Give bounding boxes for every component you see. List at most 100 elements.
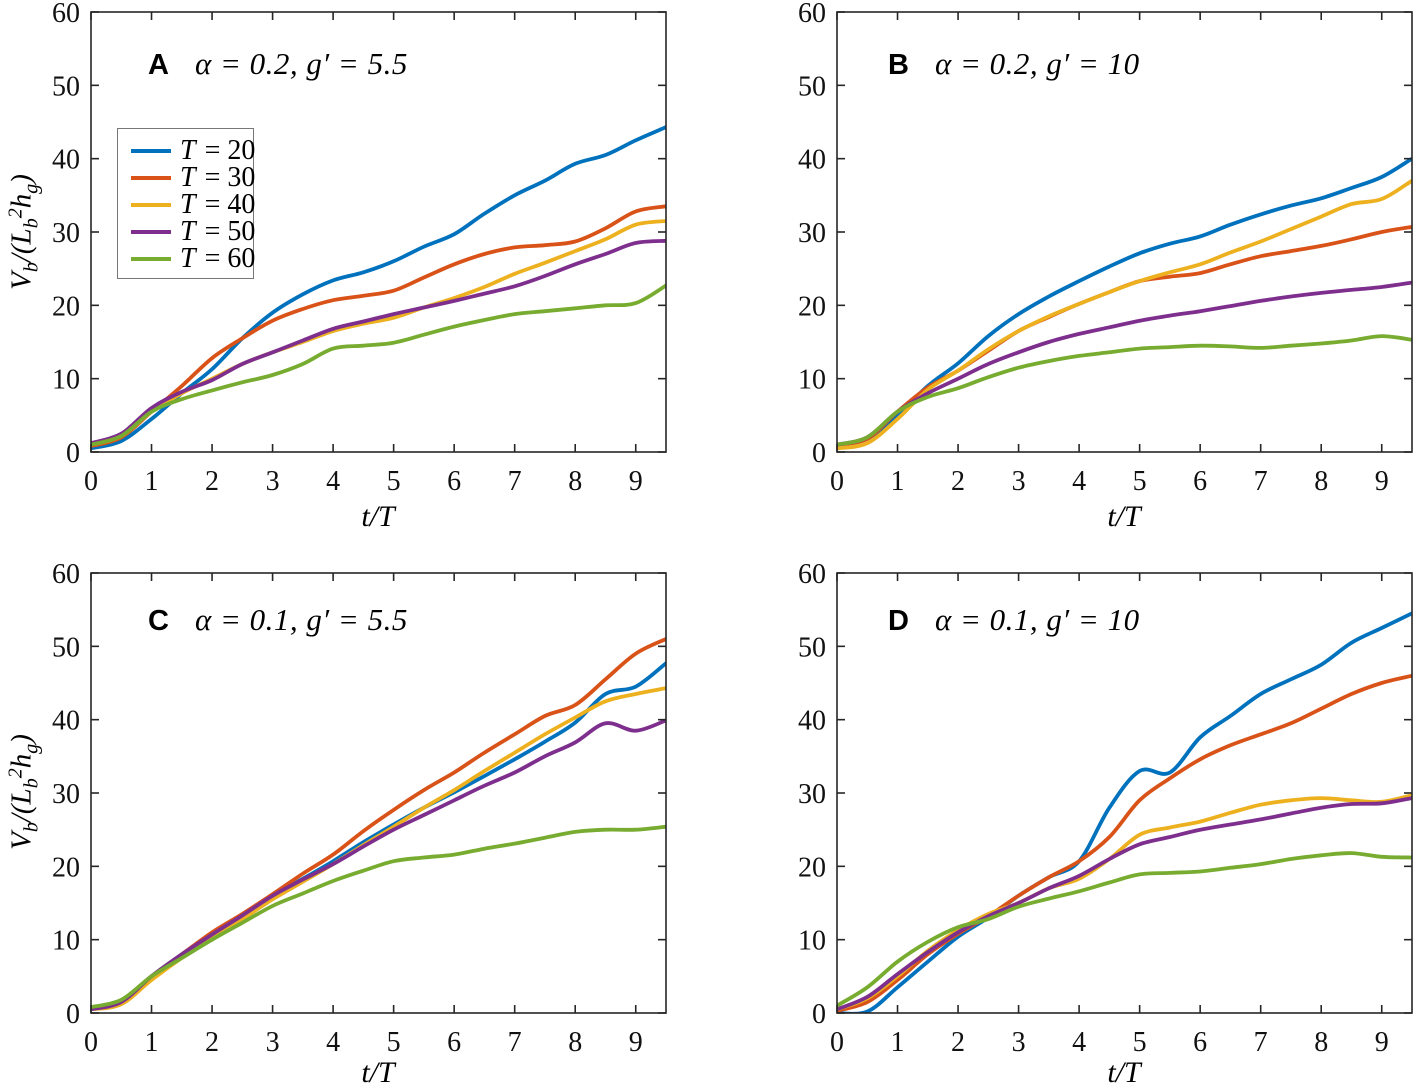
series-line-t50 bbox=[91, 718, 666, 1012]
y-tick-label: 50 bbox=[52, 632, 80, 663]
y-tick-label: 60 bbox=[798, 559, 826, 590]
series-line-t30 bbox=[837, 673, 1412, 1013]
x-tick-label: 3 bbox=[1012, 1027, 1026, 1058]
y-tick-label: 40 bbox=[52, 706, 80, 737]
y-tick-label: 10 bbox=[798, 926, 826, 957]
y-tick-label: 30 bbox=[52, 218, 80, 249]
y-tick-label: 40 bbox=[798, 145, 826, 176]
x-tick-label: 9 bbox=[1375, 1027, 1389, 1058]
panel-a-title: A α = 0.2, g′ = 5.5 bbox=[148, 46, 408, 82]
series-line-t20 bbox=[837, 611, 1412, 1013]
series-line-t40 bbox=[837, 793, 1412, 1012]
legend-line-swatch bbox=[131, 148, 171, 153]
series-line-t50 bbox=[837, 280, 1412, 447]
series-line-t50 bbox=[837, 796, 1412, 1012]
x-axis-label-c: t/T bbox=[361, 1056, 395, 1089]
y-tick-label: 50 bbox=[52, 71, 80, 102]
x-tick-label: 4 bbox=[326, 466, 340, 497]
y-tick-label: 30 bbox=[798, 218, 826, 249]
panel-a-formula: α = 0.2, g′ = 5.5 bbox=[194, 46, 408, 81]
axes-box bbox=[90, 572, 667, 1014]
x-tick-label: 5 bbox=[387, 1027, 401, 1058]
legend-label: T = 60 bbox=[180, 242, 256, 274]
y-tick-label: 60 bbox=[52, 0, 80, 29]
panel-b-letter: B bbox=[888, 49, 909, 81]
series-line-t50 bbox=[91, 238, 666, 446]
x-tick-label: 8 bbox=[568, 1027, 582, 1058]
legend-line-swatch bbox=[131, 202, 171, 207]
x-tick-label: 4 bbox=[1072, 466, 1086, 497]
x-tick-label: 7 bbox=[508, 466, 522, 497]
series-line-t30 bbox=[91, 637, 666, 1012]
x-tick-label: 8 bbox=[568, 466, 582, 497]
x-tick-label: 5 bbox=[1133, 466, 1147, 497]
y-tick-label: 0 bbox=[812, 999, 826, 1030]
series-line-t20 bbox=[837, 156, 1412, 447]
panel-d: 0 1 2 3 4 5 6 7 8 9 0 10 20 30 40 50 60 bbox=[798, 559, 1413, 1058]
x-tick-label: 8 bbox=[1314, 1027, 1328, 1058]
panel-b-title: B α = 0.2, g′ = 10 bbox=[888, 46, 1140, 82]
legend-item-t50: T = 50 bbox=[131, 216, 255, 247]
panel-c-formula: α = 0.1, g′ = 5.5 bbox=[194, 602, 408, 637]
series-line-t60 bbox=[837, 334, 1412, 447]
x-tick-label: 0 bbox=[84, 466, 98, 497]
panel-c-title: C α = 0.1, g′ = 5.5 bbox=[148, 602, 408, 638]
x-tick-label: 1 bbox=[891, 466, 905, 497]
panel-d-letter: D bbox=[888, 605, 909, 637]
y-tick-label: 20 bbox=[798, 852, 826, 883]
x-tick-label: 7 bbox=[508, 1027, 522, 1058]
legend-label: T = 40 bbox=[180, 188, 256, 220]
x-tick-label: 3 bbox=[1012, 466, 1026, 497]
y-tick-label: 20 bbox=[798, 291, 826, 322]
y-tick-label: 60 bbox=[52, 559, 80, 590]
x-tick-label: 4 bbox=[1072, 1027, 1086, 1058]
y-tick-label: 0 bbox=[66, 999, 80, 1030]
y-axis-label-bottom: Vb/(Lb2hg) bbox=[4, 734, 43, 850]
legend-line-swatch bbox=[131, 175, 171, 180]
panel-b: 0 1 2 3 4 5 6 7 8 9 0 10 20 30 40 50 60 bbox=[798, 0, 1413, 497]
x-axis-label-b: t/T bbox=[1107, 500, 1141, 533]
x-tick-label: 9 bbox=[629, 466, 643, 497]
legend-item-t60: T = 60 bbox=[131, 243, 255, 274]
y-tick-label: 20 bbox=[52, 291, 80, 322]
y-tick-label: 50 bbox=[798, 71, 826, 102]
x-tick-label: 5 bbox=[387, 466, 401, 497]
x-tick-label: 9 bbox=[1375, 466, 1389, 497]
y-tick-label: 40 bbox=[798, 706, 826, 737]
panel-b-formula: α = 0.2, g′ = 10 bbox=[934, 46, 1140, 81]
axes-box bbox=[836, 572, 1413, 1014]
x-tick-label: 4 bbox=[326, 1027, 340, 1058]
series-line-t60 bbox=[837, 851, 1412, 1008]
panel-d-formula: α = 0.1, g′ = 10 bbox=[934, 602, 1140, 637]
y-tick-label: 50 bbox=[798, 632, 826, 663]
x-tick-label: 3 bbox=[266, 466, 280, 497]
y-tick-label: 60 bbox=[798, 0, 826, 29]
x-tick-label: 0 bbox=[830, 466, 844, 497]
y-tick-label: 20 bbox=[52, 852, 80, 883]
x-tick-label: 8 bbox=[1314, 466, 1328, 497]
x-tick-label: 7 bbox=[1254, 466, 1268, 497]
legend-label: T = 30 bbox=[180, 161, 256, 193]
x-tick-label: 5 bbox=[1133, 1027, 1147, 1058]
x-tick-label: 9 bbox=[629, 1027, 643, 1058]
series-line-t60 bbox=[91, 824, 666, 1009]
legend-label: T = 20 bbox=[180, 134, 256, 166]
panel-d-title: D α = 0.1, g′ = 10 bbox=[888, 602, 1140, 638]
x-tick-label: 3 bbox=[266, 1027, 280, 1058]
panel-a-letter: A bbox=[148, 49, 169, 81]
y-tick-label: 40 bbox=[52, 145, 80, 176]
y-tick-label: 10 bbox=[52, 365, 80, 396]
y-tick-label: 0 bbox=[66, 438, 80, 469]
x-tick-label: 2 bbox=[205, 1027, 219, 1058]
y-tick-label: 10 bbox=[52, 926, 80, 957]
x-tick-label: 6 bbox=[1193, 466, 1207, 497]
series-line-t40 bbox=[837, 178, 1412, 451]
series-line-t30 bbox=[91, 204, 666, 448]
x-tick-label: 6 bbox=[447, 466, 461, 497]
x-tick-label: 6 bbox=[447, 1027, 461, 1058]
x-tick-label: 7 bbox=[1254, 1027, 1268, 1058]
y-tick-label: 30 bbox=[798, 779, 826, 810]
legend-line-swatch bbox=[131, 256, 171, 261]
